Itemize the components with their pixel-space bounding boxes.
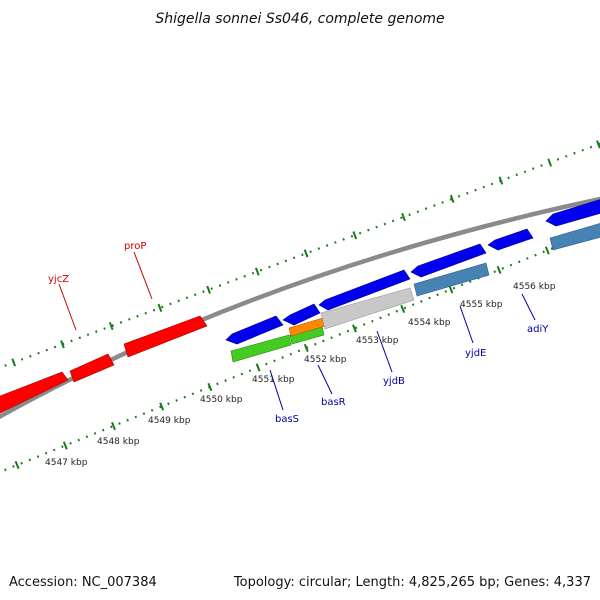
map-title: Shigella sonnei Ss046, complete genome [155, 11, 444, 27]
leader-proP [133, 251, 153, 300]
inner-major-tick [255, 363, 261, 372]
scale-label-4555: 4555 kbp [460, 300, 503, 310]
gene-arrow-yjcZ [0, 371, 69, 414]
gene-label-yjdE: yjdE [465, 348, 486, 359]
gene-arrow-unlabeled-1 [69, 353, 115, 383]
outer-major-tick [498, 176, 504, 185]
leader-basS [269, 369, 284, 411]
outer-major-tick [401, 212, 406, 222]
outer-major-tick [596, 140, 600, 149]
reverse-strand-genes [225, 199, 600, 345]
outer-major-tick [206, 285, 211, 294]
scale-label-4554: 4554 kbp [408, 318, 451, 328]
scale-label-4550: 4550 kbp [200, 395, 243, 405]
feature-green-1 [230, 334, 292, 363]
inner-major-tick [544, 246, 550, 255]
leader-adiY [521, 293, 536, 321]
inner-major-tick [207, 382, 213, 392]
outer-major-tick [108, 321, 114, 331]
scale-label-4553: 4553 kbp [356, 336, 399, 346]
gene-label-basS: basS [275, 414, 299, 425]
genome-summary-text: Topology: circular; Length: 4,825,265 bp… [233, 575, 591, 590]
inner-features [230, 223, 600, 363]
inner-major-tick [62, 441, 68, 450]
label-leaders [58, 251, 536, 411]
gene-arrow-yjdB [318, 269, 411, 311]
inner-major-tick [159, 402, 165, 411]
gene-label-yjcZ: yjcZ [48, 274, 69, 285]
accession-text: Accession: NC_007384 [9, 575, 157, 590]
outer-major-tick [547, 158, 553, 167]
gene-label-basR: basR [321, 397, 346, 408]
inner-major-tick [496, 265, 502, 274]
gene-label-proP: proP [124, 241, 146, 252]
outer-major-tick [157, 303, 163, 312]
genome-backbone [0, 196, 600, 420]
gene-arrow-proP [123, 315, 208, 358]
leader-yjdE [459, 305, 474, 344]
scale-label-4552: 4552 kbp [304, 355, 347, 365]
leader-yjcZ [58, 283, 77, 331]
outer-major-tick [303, 249, 309, 258]
leader-yjdB [376, 330, 393, 373]
scale-label-4549: 4549 kbp [148, 416, 191, 426]
gene-arrow-yjdE [410, 243, 487, 278]
inner-major-tick [400, 304, 406, 313]
major-ticks [11, 140, 600, 470]
gene-arrow-unlabeled-2 [545, 199, 600, 227]
outer-major-tick [254, 267, 260, 276]
outer-major-tick [449, 194, 455, 203]
inner-major-tick [352, 324, 357, 333]
scale-label-4551: 4551 kbp [252, 375, 295, 385]
feature-steelblue-2 [549, 223, 600, 251]
outer-major-tick [352, 231, 358, 240]
gene-arrow-basS [225, 315, 284, 345]
outer-major-tick [60, 340, 65, 349]
leader-basR [317, 364, 333, 395]
forward-strand-genes [0, 315, 208, 414]
inner-major-tick [14, 460, 20, 470]
gene-arrow-adiY [487, 228, 534, 251]
inner-major-tick [448, 285, 454, 294]
outer-major-tick [11, 358, 17, 367]
gene-label-yjdB: yjdB [383, 376, 405, 387]
scale-label-4556: 4556 kbp [513, 282, 556, 292]
feature-steelblue-1 [413, 262, 490, 297]
scale-label-4548: 4548 kbp [97, 437, 140, 447]
gene-arrow-basR [282, 303, 321, 326]
scale-label-4547: 4547 kbp [45, 458, 88, 468]
inner-major-tick [111, 421, 116, 431]
inner-major-tick [303, 343, 309, 352]
gene-label-adiY: adiY [527, 324, 549, 335]
feature-grey [320, 287, 415, 330]
